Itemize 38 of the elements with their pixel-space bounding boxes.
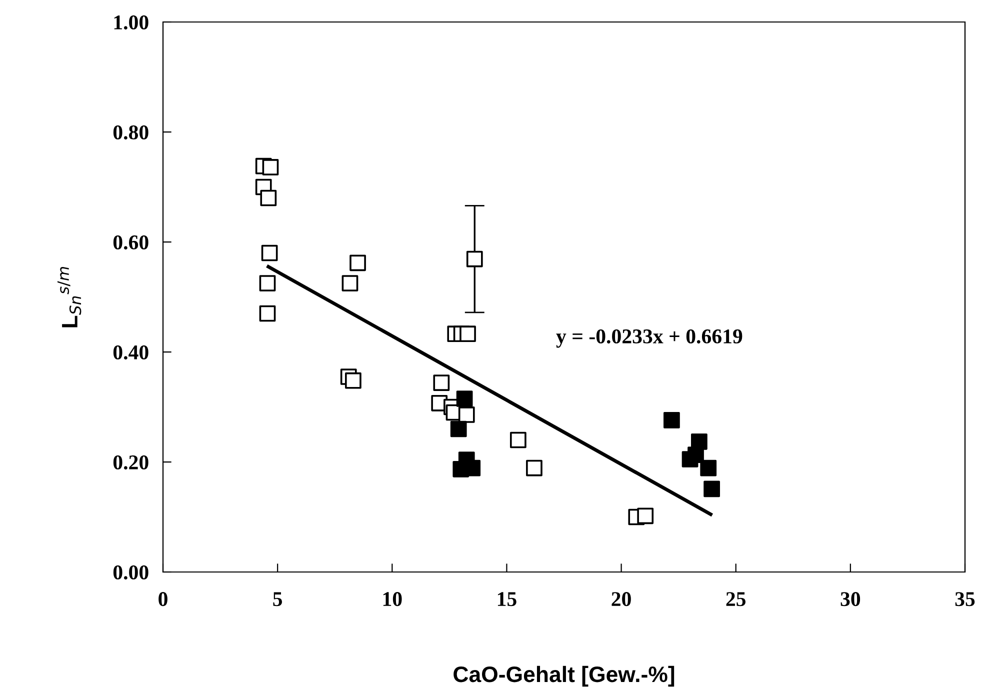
x-tick-label: 10 [383, 592, 402, 606]
point [259, 275, 276, 292]
point [450, 420, 467, 438]
y-tick-label: 0.80 [113, 125, 148, 140]
point [460, 326, 476, 342]
point [350, 254, 366, 272]
x-tick-label: 0 [158, 592, 168, 606]
point [637, 508, 654, 524]
x-tick-label: 30 [840, 592, 860, 606]
x-tick-label: 15 [498, 592, 516, 606]
annotation: y = -0.0233x + 0.6619 [556, 329, 742, 348]
point [526, 460, 542, 476]
y-tick-label: 0.60 [113, 235, 148, 250]
point [664, 412, 680, 428]
y-tick-label: 0.40 [113, 345, 148, 360]
y-axis-title: L$_{Sn}$$^{s/m}$ [57, 267, 82, 328]
point [688, 446, 704, 464]
point [262, 159, 279, 176]
point [342, 275, 358, 292]
point [261, 244, 278, 262]
y-tick-label: 1.00 [114, 15, 148, 30]
x-tick-label: 20 [612, 592, 631, 606]
point [456, 390, 473, 407]
x-axis-title: CaO-Gehalt [Gew.-%] [454, 666, 674, 687]
y-tick-label: 0.00 [113, 565, 148, 580]
point [259, 305, 276, 322]
x-tick-label: 25 [726, 592, 746, 606]
point [433, 374, 450, 391]
point [260, 190, 277, 206]
x-tick-label: 35 [955, 592, 975, 606]
point [510, 432, 526, 448]
x-tick-label: 5 [273, 592, 282, 606]
point [458, 406, 475, 423]
y-tick-label: 0.20 [113, 455, 148, 470]
point [700, 460, 717, 476]
point [704, 480, 720, 498]
point [345, 372, 362, 389]
point [466, 250, 483, 268]
